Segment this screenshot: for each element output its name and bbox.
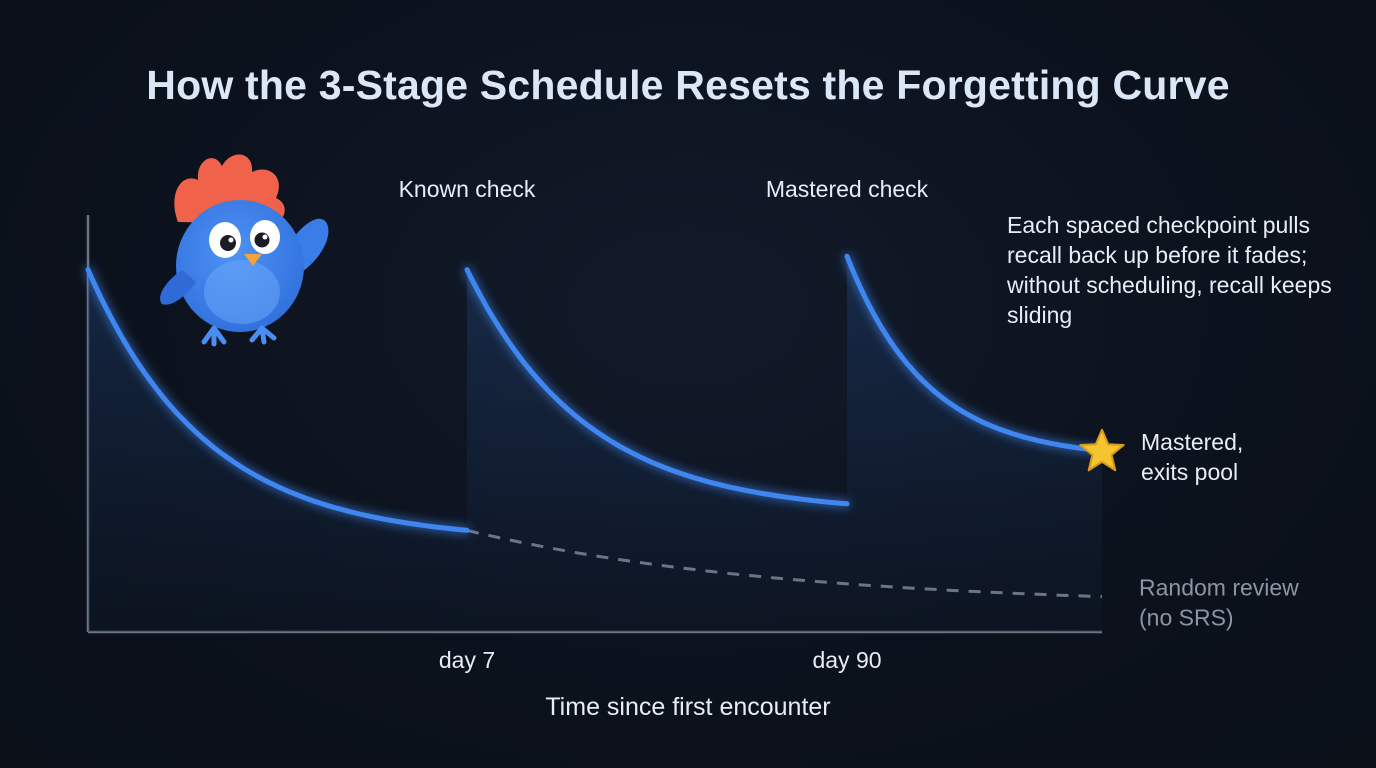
chart-title: How the 3-Stage Schedule Resets the Forg… [146,62,1230,108]
checkpoint-label-mastered: Mastered check [766,176,929,202]
recall-area-segment-3 [847,256,1102,632]
recall-curve-segment-3 [844,253,1105,454]
annotation-note: Each spaced checkpoint pulls recall back… [1007,212,1332,328]
random-review-curve [466,528,1103,599]
random-review-legend-label: Random review (no SRS) [1139,575,1299,631]
blue-bird-mascot-icon [160,154,329,347]
checkpoint-label-known: Known check [399,176,536,202]
star-icon [1079,428,1125,472]
recall-curve-segment-1 [85,267,470,533]
x-axis-label: Time since first encounter [545,693,830,721]
mastered-exit-label: Mastered, exits pool [1141,429,1243,485]
recall-area-segment-1 [88,269,467,632]
x-tick-day-90: day 90 [812,647,881,673]
recall-area-segment-2 [467,269,847,632]
x-tick-day-7: day 7 [439,647,495,673]
recall-curve-segment-2 [464,267,850,507]
